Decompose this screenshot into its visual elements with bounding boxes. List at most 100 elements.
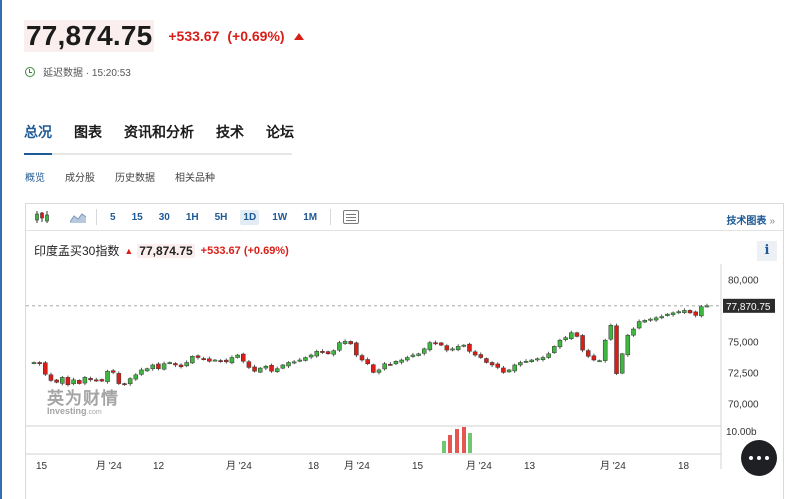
toolbar-divider [96, 209, 97, 225]
clock-icon [25, 66, 35, 77]
status-text: 延迟数据 · 15:20:53 [43, 68, 131, 79]
candle-body [467, 343, 472, 352]
volume-bar [468, 433, 472, 453]
candle-body [438, 342, 444, 346]
candle-body [625, 334, 631, 356]
candle-body [540, 357, 546, 361]
candle-body [450, 348, 455, 351]
active-tab-indicator [24, 153, 52, 155]
candle-body [585, 350, 591, 357]
candle-body [337, 342, 342, 351]
dot-icon [757, 456, 761, 460]
candle-body [393, 360, 399, 365]
candle-body [173, 363, 178, 366]
candle-body [405, 357, 410, 361]
candle-body [139, 369, 144, 375]
info-button[interactable]: i [757, 241, 777, 261]
x-tick-label: 月 '24 [600, 460, 626, 472]
x-tick-label: 月 '24 [344, 460, 370, 472]
candle-body [580, 335, 585, 351]
watermark-sub: Investing.com [47, 406, 119, 416]
candle-body [156, 363, 161, 369]
candle-body [43, 362, 48, 375]
timeframe-5m[interactable]: 5 [110, 211, 116, 223]
subtab-components[interactable]: 成分股 [65, 173, 95, 184]
candle-body [506, 369, 512, 373]
candle-body [348, 341, 353, 345]
timeframe-1mo[interactable]: 1M [303, 211, 318, 223]
candle-body [444, 345, 450, 351]
timeframe-1d[interactable]: 1D [240, 209, 260, 225]
technical-chart-link[interactable]: 技术图表» [726, 212, 775, 227]
legend-change-percent: (+0.69%) [243, 244, 289, 257]
chart-legend: 印度孟买30指数 ▲ 77,874.75 +533.67 (+0.69%) [34, 242, 289, 259]
candle-body [252, 366, 257, 372]
candle-body [201, 358, 206, 360]
chart-toolbar: 5 15 30 1H 5H 1D 1W 1M 技术图表» [26, 204, 783, 231]
data-table-icon[interactable] [343, 210, 360, 224]
area-chart-icon[interactable] [69, 211, 87, 223]
price-change-percent: (+0.69%) [227, 28, 285, 44]
subtab-historical-data[interactable]: 历史数据 [115, 173, 155, 184]
candle-body [48, 374, 54, 381]
candle-body [212, 359, 218, 362]
candle-body [54, 379, 59, 383]
candle-body [144, 368, 150, 372]
candle-body [99, 379, 105, 382]
x-tick-label: 15 [36, 461, 48, 472]
timeframe-15m[interactable]: 15 [131, 211, 143, 223]
candle-body [320, 351, 325, 353]
subtab-overview[interactable]: 概览 [25, 173, 45, 184]
candle-body [421, 348, 427, 354]
candle-body [286, 362, 291, 367]
left-accent-bar [0, 0, 2, 499]
tab-overview[interactable]: 总况 [24, 124, 52, 140]
last-price: 77,874.75 [24, 20, 155, 52]
timeframe-1w[interactable]: 1W [272, 211, 288, 223]
candlestick-icon[interactable] [34, 210, 50, 224]
candle-body [229, 357, 235, 364]
x-tick-label: 18 [308, 461, 320, 472]
candle-body [246, 361, 252, 368]
candle-body [478, 354, 484, 358]
current-price-label-bg [723, 298, 775, 313]
legend-change-value: +533.67 [200, 244, 241, 257]
candle-body [241, 353, 246, 362]
candle-body [269, 364, 274, 372]
more-options-button[interactable] [741, 440, 777, 476]
candle-body [195, 355, 201, 358]
candle-body [82, 377, 88, 384]
watermark-main: 英为财情 [47, 389, 119, 408]
candle-body [65, 377, 71, 386]
tab-chart[interactable]: 图表 [74, 124, 102, 140]
tab-news-analysis[interactable]: 资讯和分析 [124, 124, 194, 140]
timeframe-5h[interactable]: 5H [214, 211, 228, 223]
timeframe-1h[interactable]: 1H [185, 211, 199, 223]
candle-body [280, 364, 286, 369]
candlestick-chart[interactable]: 80,000 75,000 72,500 70,000 77,870.75 10.00b 1… [26, 204, 783, 499]
candle-body [676, 311, 681, 314]
double-chevron-right-icon: » [769, 216, 775, 227]
candle-body [133, 374, 139, 380]
candle-body [687, 310, 693, 314]
timeframe-30m[interactable]: 30 [158, 211, 170, 223]
dot-icon [765, 456, 769, 460]
candle-body [512, 364, 517, 372]
candle-body [325, 351, 331, 355]
y-tick-label: 72,500 [728, 368, 759, 379]
candle-body [382, 363, 387, 370]
tab-forum[interactable]: 论坛 [266, 124, 294, 140]
candle-body [472, 351, 478, 356]
subtab-related[interactable]: 相关品种 [175, 173, 215, 184]
legend-change: +533.67 (+0.69%) [201, 245, 289, 257]
up-arrow-icon: ▲ [124, 245, 134, 256]
volume-bar [455, 429, 459, 453]
candle-body [614, 325, 619, 374]
tab-technical[interactable]: 技术 [216, 124, 244, 140]
sub-tabs: 概览 成分股 历史数据 相关品种 [25, 169, 235, 184]
candle-body [291, 361, 297, 364]
candle-body [359, 355, 365, 361]
candle-body [535, 358, 540, 361]
candle-body [60, 377, 65, 384]
price-change: +533.67 [168, 28, 220, 44]
